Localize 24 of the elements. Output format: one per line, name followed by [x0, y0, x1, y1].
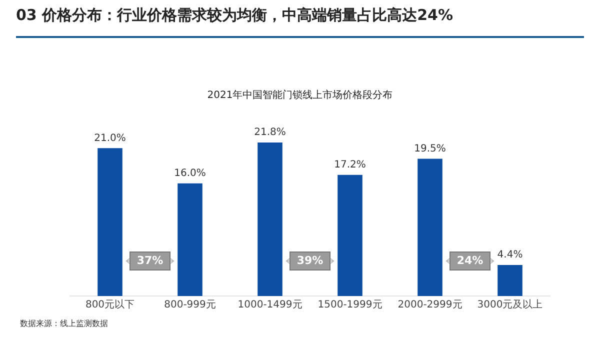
data-label: 16.0% [174, 168, 206, 179]
x-tick-label: 3000元及以上 [477, 298, 543, 311]
bar [178, 183, 202, 296]
source-note: 数据来源：线上监测数据 [20, 318, 108, 329]
annotation: 24% [456, 254, 484, 267]
chart-title: 03 价格分布：行业价格需求较为均衡，中高端销量占比高达24% [16, 6, 454, 25]
bar [498, 265, 522, 296]
x-tick-label: 1000-1499元 [238, 300, 302, 311]
data-label: 21.8% [254, 127, 286, 138]
bar [418, 158, 442, 296]
data-label: 4.4% [497, 250, 523, 261]
x-tick-label: 1500-1999元 [318, 300, 382, 311]
data-label: 21.0% [94, 132, 126, 144]
x-tick-label: 800-999元 [164, 300, 216, 311]
bar [98, 148, 122, 296]
data-label: 17.2% [334, 160, 366, 171]
data-label: 19.5% [414, 143, 446, 154]
bar [258, 142, 282, 296]
bar [338, 174, 362, 296]
annotation: 39% [296, 254, 324, 267]
x-tick-label: 2000-2999元 [398, 300, 462, 311]
x-tick-label: 800元以下 [85, 298, 135, 311]
annotation: 37% [136, 254, 164, 267]
chart-subtitle: 2021年中国智能门锁线上市场价格段分布 [206, 88, 394, 102]
